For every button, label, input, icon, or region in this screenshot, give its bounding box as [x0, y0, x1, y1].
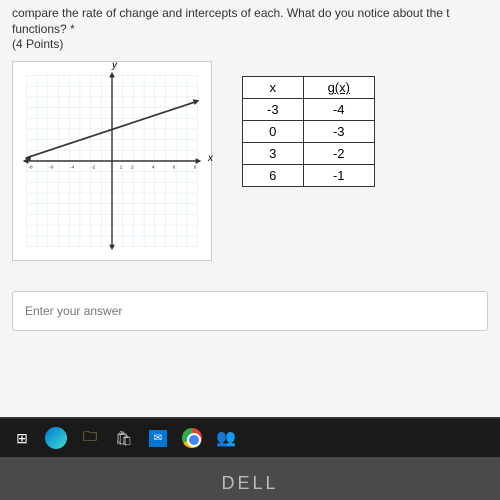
form-content: compare the rate of change and intercept… — [0, 0, 500, 420]
y-axis-label: y — [112, 60, 117, 71]
answer-input[interactable] — [25, 304, 475, 318]
svg-text:4: 4 — [152, 165, 155, 171]
graph-container: y x -8 -6 -4 -2 1 2 4 6 8 — [12, 61, 212, 261]
svg-text:8: 8 — [194, 165, 197, 171]
table-header: x g(x) — [243, 77, 375, 99]
function-table: x g(x) -3-4 0-3 3-2 6-1 — [242, 76, 375, 187]
points-label: (4 Points) — [12, 37, 488, 51]
question-line-2: functions? * — [12, 22, 488, 38]
col-x: x — [243, 77, 304, 99]
arrow-down-icon — [109, 245, 115, 251]
svg-text:-8: -8 — [28, 165, 33, 171]
svg-text:2: 2 — [131, 165, 134, 171]
taskbar: ⊞ 🗀 🛍 ✉ 👥 — [0, 419, 500, 457]
brand-logo: DELL — [221, 473, 278, 494]
graph-svg: -8 -6 -4 -2 1 2 4 6 8 — [17, 66, 207, 256]
svg-text:1: 1 — [120, 165, 123, 171]
content-row: y x -8 -6 -4 -2 1 2 4 6 8 — [12, 61, 488, 261]
table-row: 6-1 — [243, 165, 375, 187]
table-row: 3-2 — [243, 143, 375, 165]
svg-text:-6: -6 — [49, 165, 54, 171]
teams-icon[interactable]: 👥 — [212, 424, 240, 452]
table-row: 0-3 — [243, 121, 375, 143]
file-explorer-icon[interactable]: 🗀 — [76, 424, 104, 452]
x-axis-label: x — [208, 153, 213, 164]
svg-text:-2: -2 — [91, 165, 96, 171]
arrow-up-icon — [109, 72, 115, 78]
arrow-right-icon — [196, 158, 202, 164]
answer-container[interactable] — [12, 291, 488, 331]
svg-text:-4: -4 — [70, 165, 75, 171]
svg-text:6: 6 — [173, 165, 176, 171]
question-line-1: compare the rate of change and intercept… — [12, 6, 488, 22]
table-row: -3-4 — [243, 99, 375, 121]
store-icon[interactable]: 🛍 — [110, 424, 138, 452]
task-view-icon[interactable]: ⊞ — [8, 424, 36, 452]
col-gx: g(x) — [303, 77, 374, 99]
chrome-icon[interactable] — [178, 424, 206, 452]
mail-icon[interactable]: ✉ — [144, 424, 172, 452]
edge-icon[interactable] — [42, 424, 70, 452]
